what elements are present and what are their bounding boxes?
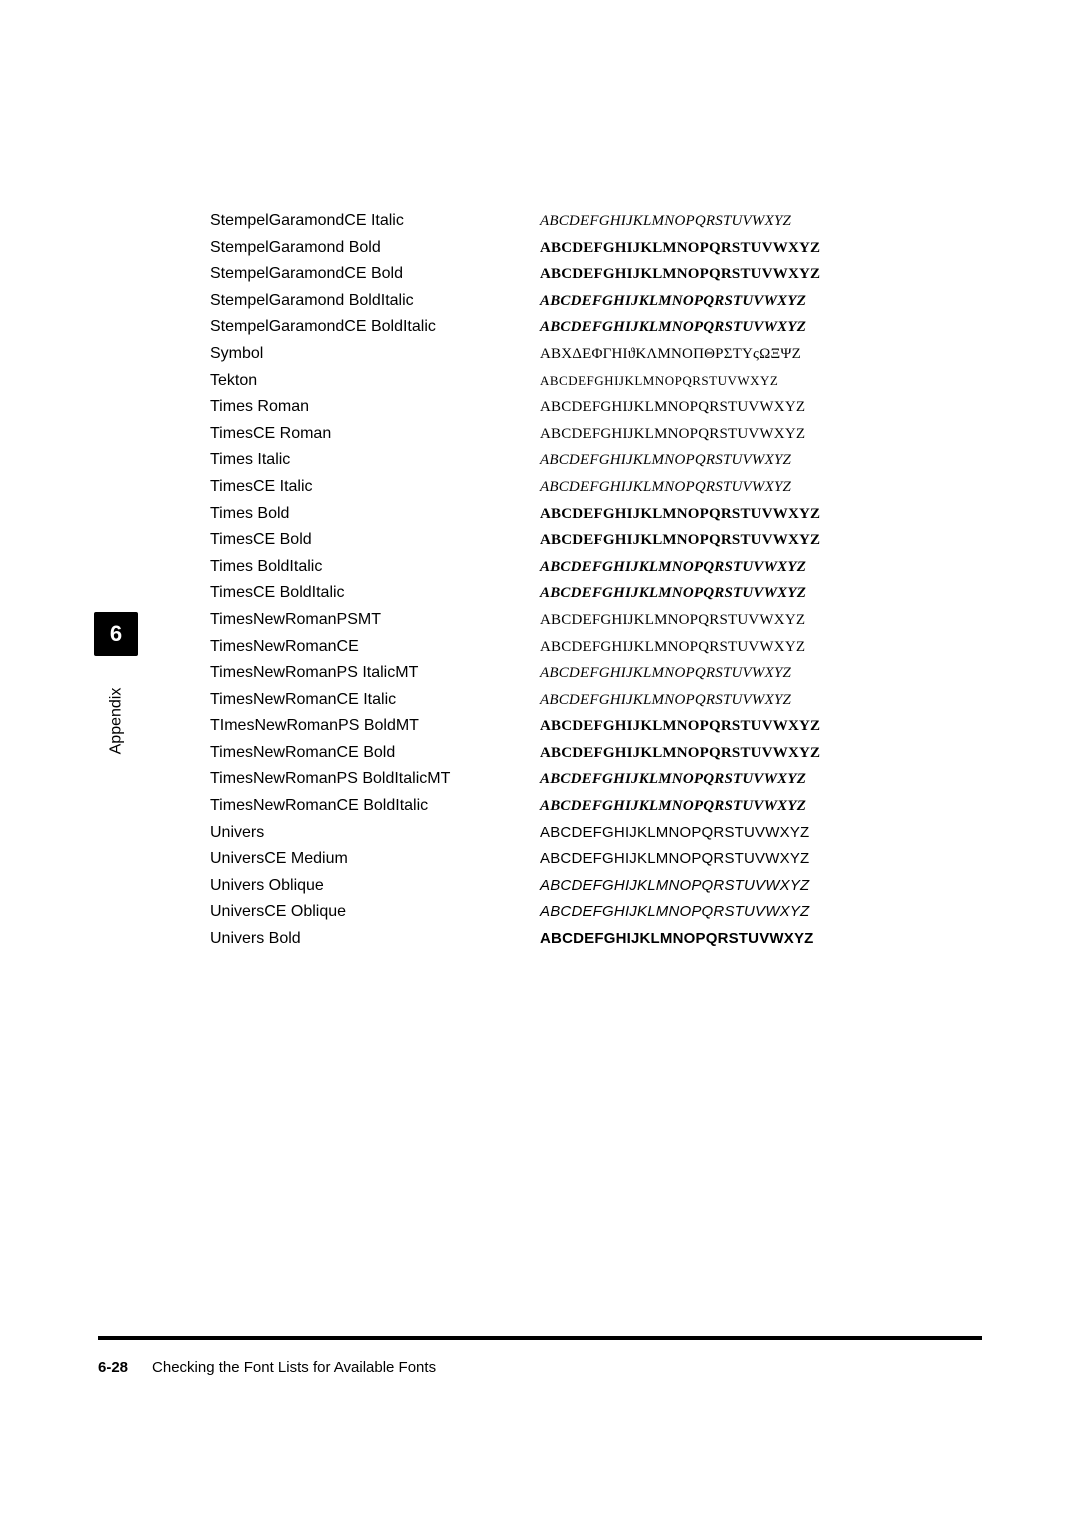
font-name-label: TimesNewRomanCE Italic (210, 691, 540, 709)
font-sample: ABCDEFGHIJKLMNOPQRSTUVWXYZ (540, 824, 809, 841)
font-sample: ABCDEFGHIJKLMNOPQRSTUVWXYZ (540, 798, 806, 815)
font-sample: ABCDEFGHIJKLMNOPQRSTUVWXYZ (540, 665, 791, 682)
footer-title: Checking the Font Lists for Available Fo… (152, 1359, 436, 1376)
font-sample: ABCDEFGHIJKLMNOPQRSTUVWXYZ (540, 213, 791, 230)
side-tab: 6 Appendix (94, 612, 138, 807)
font-row: Times BoldItalicABCDEFGHIJKLMNOPQRSTUVWX… (210, 558, 980, 585)
appendix-label: Appendix (107, 688, 125, 755)
font-name-label: TimesNewRomanPSMT (210, 611, 540, 629)
font-row: TektonABCDEFGHIJKLMNOPQRSTUVWXYZ (210, 372, 980, 399)
chapter-number-box: 6 (94, 612, 138, 656)
font-sample: ABCDEFGHIJKLMNOPQRSTUVWXYZ (540, 903, 809, 920)
page-number: 6-28 (98, 1359, 128, 1376)
font-sample: ABCDEFGHIJKLMNOPQRSTUVWXYZ (540, 585, 806, 602)
font-row: StempelGaramondCE BoldItalicABCDEFGHIJKL… (210, 318, 980, 345)
font-row: StempelGaramond BoldItalicABCDEFGHIJKLMN… (210, 292, 980, 319)
font-name-label: UniversCE Oblique (210, 903, 540, 921)
font-name-label: Symbol (210, 345, 540, 363)
font-sample: ABCDEFGHIJKLMNOPQRSTUVWXYZ (540, 745, 820, 762)
font-row: TimesNewRomanPSMTABCDEFGHIJKLMNOPQRSTUVW… (210, 611, 980, 638)
font-sample: ABCDEFGHIJKLMNOPQRSTUVWXYZ (540, 877, 809, 894)
font-name-label: Times BoldItalic (210, 558, 540, 576)
font-sample: ABCDEFGHIJKLMNOPQRSTUVWXYZ (540, 559, 806, 576)
font-row: TimesNewRomanPS BoldItalicMTABCDEFGHIJKL… (210, 770, 980, 797)
font-row: TimesNewRomanCE BoldItalicABCDEFGHIJKLMN… (210, 797, 980, 824)
font-row: TimesCE BoldItalicABCDEFGHIJKLMNOPQRSTUV… (210, 584, 980, 611)
font-row: Times BoldABCDEFGHIJKLMNOPQRSTUVWXYZ (210, 505, 980, 532)
font-row: StempelGaramondCE ItalicABCDEFGHIJKLMNOP… (210, 212, 980, 239)
font-row: TImesNewRomanPS BoldMTABCDEFGHIJKLMNOPQR… (210, 717, 980, 744)
font-name-label: StempelGaramondCE Bold (210, 265, 540, 283)
font-sample: ABCDEFGHIJKLMNOPQRSTUVWXYZ (540, 319, 806, 336)
font-row: TimesNewRomanCEABCDEFGHIJKLMNOPQRSTUVWXY… (210, 638, 980, 665)
footer-rule (98, 1336, 982, 1340)
font-name-label: StempelGaramond Bold (210, 239, 540, 257)
font-sample: ABCDEFGHIJKLMNOPQRSTUVWXYZ (540, 532, 820, 549)
font-name-label: Times Italic (210, 451, 540, 469)
font-name-label: TimesCE Roman (210, 425, 540, 443)
font-name-label: TimesCE Italic (210, 478, 540, 496)
font-sample: ABCDEFGHIJKLMNOPQRSTUVWXYZ (540, 718, 820, 735)
font-row: TimesCE BoldABCDEFGHIJKLMNOPQRSTUVWXYZ (210, 531, 980, 558)
font-row: TimesNewRomanCE BoldABCDEFGHIJKLMNOPQRST… (210, 744, 980, 771)
font-sample: ABCDEFGHIJKLMNOPQRSTUVWXYZ (540, 266, 820, 283)
font-sample: ABCDEFGHIJKLMNOPQRSTUVWXYZ (540, 850, 809, 867)
font-list-table: StempelGaramondCE ItalicABCDEFGHIJKLMNOP… (210, 212, 980, 957)
font-name-label: Univers Bold (210, 930, 540, 948)
chapter-number: 6 (110, 621, 122, 647)
font-row: Times RomanABCDEFGHIJKLMNOPQRSTUVWXYZ (210, 398, 980, 425)
font-sample: ABCDEFGHIJKLMNOPQRSTUVWXYZ (540, 240, 820, 257)
font-row: UniversCE ObliqueABCDEFGHIJKLMNOPQRSTUVW… (210, 903, 980, 930)
font-row: TimesCE RomanABCDEFGHIJKLMNOPQRSTUVWXYZ (210, 425, 980, 452)
font-row: StempelGaramond BoldABCDEFGHIJKLMNOPQRST… (210, 239, 980, 266)
font-sample: ABCDEFGHIJKLMNOPQRSTUVWXYZ (540, 506, 820, 523)
font-name-label: TImesNewRomanPS BoldMT (210, 717, 540, 735)
font-name-label: TimesNewRomanCE (210, 638, 540, 656)
font-row: Univers ObliqueABCDEFGHIJKLMNOPQRSTUVWXY… (210, 877, 980, 904)
font-name-label: Tekton (210, 372, 540, 390)
font-sample: ABCDEFGHIJKLMNOPQRSTUVWXYZ (540, 692, 791, 709)
font-sample: ABCDEFGHIJKLMNOPQRSTUVWXYZ (540, 930, 814, 947)
font-name-label: Univers (210, 824, 540, 842)
font-name-label: StempelGaramond BoldItalic (210, 292, 540, 310)
font-sample: ABCDEFGHIJKLMNOPQRSTUVWXYZ (540, 293, 806, 310)
font-sample: ABCDEFGHIJKLMNOPQRSTUVWXYZ (540, 426, 805, 443)
font-name-label: TimesNewRomanPS ItalicMT (210, 664, 540, 682)
font-sample: ABCDEFGHIJKLMNOPQRSTUVWXYZ (540, 399, 805, 416)
font-sample: ABCDEFGHIJKLMNOPQRSTUVWXYZ (540, 479, 791, 496)
font-row: Univers BoldABCDEFGHIJKLMNOPQRSTUVWXYZ (210, 930, 980, 957)
page-footer: 6-28 Checking the Font Lists for Availab… (98, 1359, 436, 1376)
font-row: UniversABCDEFGHIJKLMNOPQRSTUVWXYZ (210, 824, 980, 851)
page: 6 Appendix StempelGaramondCE ItalicABCDE… (0, 0, 1080, 1528)
font-name-label: TimesNewRomanCE BoldItalic (210, 797, 540, 815)
font-name-label: Times Roman (210, 398, 540, 416)
font-name-label: TimesCE BoldItalic (210, 584, 540, 602)
font-name-label: TimesCE Bold (210, 531, 540, 549)
font-sample: ΑΒΧΔΕΦΓΗΙϑΚΛΜΝΟΠΘΡΣΤΥςΩΞΨΖ (540, 346, 801, 363)
font-row: TimesNewRomanCE ItalicABCDEFGHIJKLMNOPQR… (210, 691, 980, 718)
font-name-label: Univers Oblique (210, 877, 540, 895)
font-name-label: StempelGaramondCE BoldItalic (210, 318, 540, 336)
font-row: SymbolΑΒΧΔΕΦΓΗΙϑΚΛΜΝΟΠΘΡΣΤΥςΩΞΨΖ (210, 345, 980, 372)
font-name-label: TimesNewRomanCE Bold (210, 744, 540, 762)
font-row: UniversCE MediumABCDEFGHIJKLMNOPQRSTUVWX… (210, 850, 980, 877)
font-row: StempelGaramondCE BoldABCDEFGHIJKLMNOPQR… (210, 265, 980, 292)
font-row: TimesCE ItalicABCDEFGHIJKLMNOPQRSTUVWXYZ (210, 478, 980, 505)
font-name-label: TimesNewRomanPS BoldItalicMT (210, 770, 540, 788)
font-row: Times ItalicABCDEFGHIJKLMNOPQRSTUVWXYZ (210, 451, 980, 478)
font-sample: ABCDEFGHIJKLMNOPQRSTUVWXYZ (540, 452, 791, 469)
font-sample: ABCDEFGHIJKLMNOPQRSTUVWXYZ (540, 612, 805, 629)
font-sample: ABCDEFGHIJKLMNOPQRSTUVWXYZ (540, 639, 805, 656)
font-sample: ABCDEFGHIJKLMNOPQRSTUVWXYZ (540, 373, 778, 389)
font-name-label: StempelGaramondCE Italic (210, 212, 540, 230)
font-sample: ABCDEFGHIJKLMNOPQRSTUVWXYZ (540, 771, 806, 788)
font-name-label: Times Bold (210, 505, 540, 523)
font-row: TimesNewRomanPS ItalicMTABCDEFGHIJKLMNOP… (210, 664, 980, 691)
font-name-label: UniversCE Medium (210, 850, 540, 868)
